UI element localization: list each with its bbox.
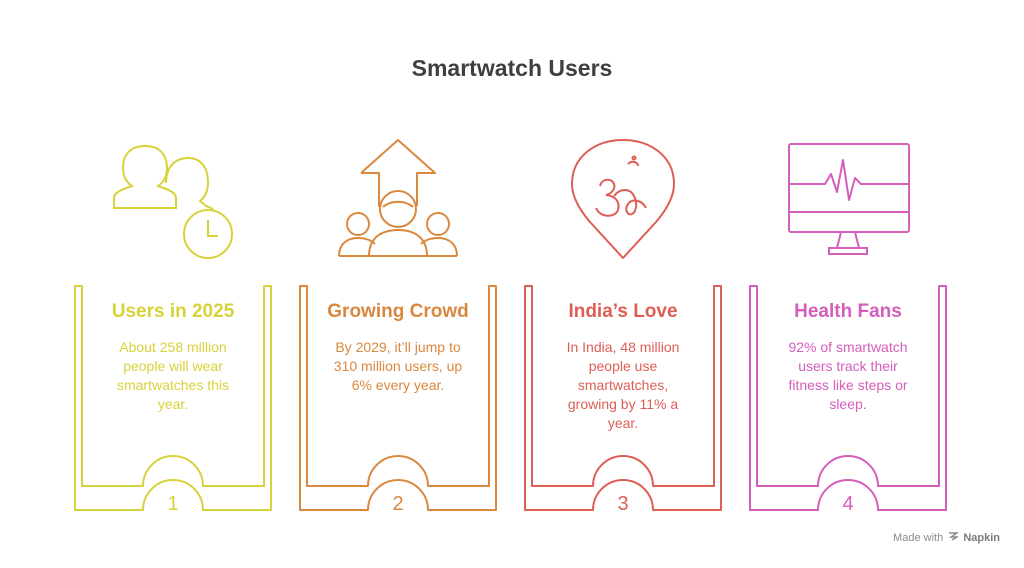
card-indias-love: India’s Love In India, 48 million people… [520, 138, 726, 548]
napkin-brand: Napkin [963, 532, 1000, 544]
page-title: Smartwatch Users [411, 55, 613, 81]
card-number: 4 [842, 493, 854, 515]
card-frame [74, 285, 272, 511]
card-frame [749, 285, 947, 511]
heart-monitor-icon [788, 143, 910, 255]
users-clock-icon [113, 144, 233, 259]
card-frame [299, 285, 497, 511]
card-frame [524, 285, 722, 511]
card-description: By 2029, it’ll jump to 310 million users… [333, 339, 463, 393]
card-title: Growing Crowd [327, 301, 469, 322]
india-location-icon [571, 139, 675, 259]
card-number: 2 [392, 493, 404, 515]
napkin-logo-icon [948, 531, 960, 544]
card-number: 3 [617, 493, 629, 515]
made-with-label: Made with [893, 532, 944, 544]
card-description: 92% of smartwatch users track their fitn… [788, 339, 908, 412]
card-description: In India, 48 million people use smartwat… [566, 339, 680, 431]
card-title: India’s Love [568, 301, 678, 322]
card-description: About 258 million people will wear smart… [116, 339, 230, 412]
card-title: Health Fans [794, 301, 902, 322]
card-health-fans: Health Fans 92% of smartwatch users trac… [745, 138, 951, 548]
card-users-2025: Users in 2025 About 258 million people w… [70, 138, 276, 548]
growing-crowd-icon [338, 139, 458, 257]
card-title: Users in 2025 [111, 301, 235, 322]
card-growing-crowd: Growing Crowd By 2029, it’ll jump to 310… [295, 138, 501, 548]
card-number: 1 [167, 493, 179, 515]
made-with-footer: Made with Napkin [893, 531, 1000, 544]
